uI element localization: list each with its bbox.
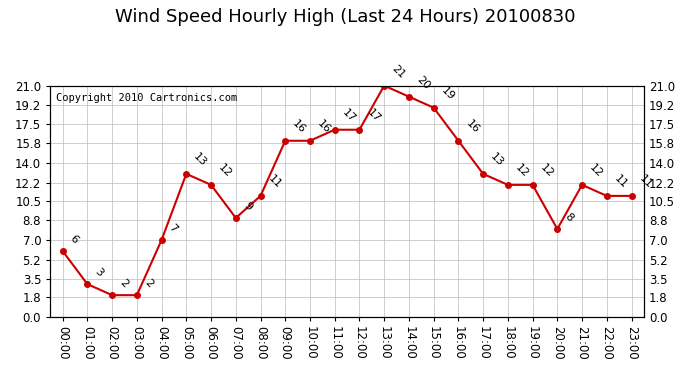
Text: 17: 17 xyxy=(365,107,382,124)
Text: 8: 8 xyxy=(563,211,575,223)
Text: 7: 7 xyxy=(167,222,179,234)
Text: 11: 11 xyxy=(612,173,629,190)
Text: 11: 11 xyxy=(637,173,654,190)
Text: 16: 16 xyxy=(290,118,308,135)
Text: 17: 17 xyxy=(340,107,357,124)
Text: 12: 12 xyxy=(588,162,604,179)
Text: 2: 2 xyxy=(118,278,130,290)
Text: 13: 13 xyxy=(489,152,506,168)
Text: 13: 13 xyxy=(192,152,209,168)
Text: 12: 12 xyxy=(513,162,531,179)
Text: 16: 16 xyxy=(315,118,333,135)
Text: Copyright 2010 Cartronics.com: Copyright 2010 Cartronics.com xyxy=(56,93,237,103)
Text: 19: 19 xyxy=(440,85,456,102)
Text: Wind Speed Hourly High (Last 24 Hours) 20100830: Wind Speed Hourly High (Last 24 Hours) 2… xyxy=(115,8,575,26)
Text: 20: 20 xyxy=(415,74,431,91)
Text: 3: 3 xyxy=(93,267,105,279)
Text: 2: 2 xyxy=(142,278,155,290)
Text: 9: 9 xyxy=(241,200,253,212)
Text: 6: 6 xyxy=(68,234,80,246)
Text: 12: 12 xyxy=(217,162,234,179)
Text: 11: 11 xyxy=(266,173,283,190)
Text: 12: 12 xyxy=(538,162,555,179)
Text: 16: 16 xyxy=(464,118,481,135)
Text: 21: 21 xyxy=(390,63,407,80)
